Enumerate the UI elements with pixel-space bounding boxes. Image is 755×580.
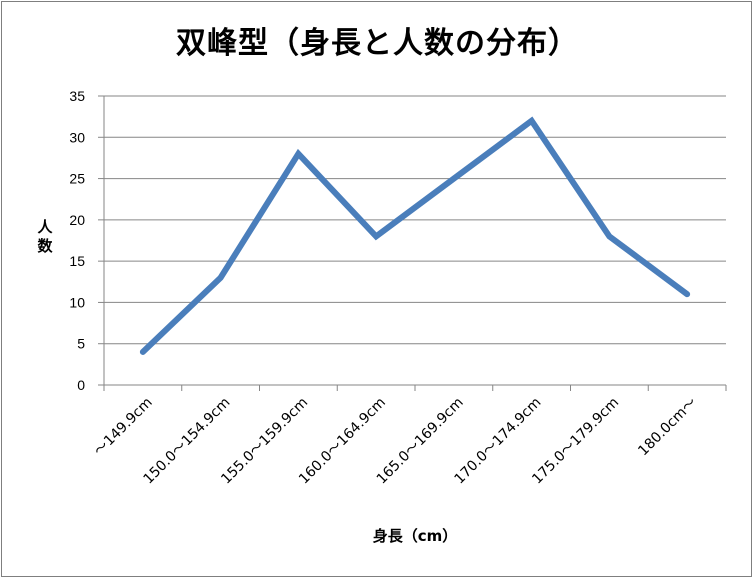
y-tick-labels: 0 5 10 15 20 25 30 35	[69, 88, 85, 393]
x-axis-label: 身長（cm）	[373, 527, 458, 545]
y-tick-label: 5	[77, 336, 85, 352]
y-tick-label: 30	[69, 129, 85, 145]
x-tick-label: 180.0cm～	[635, 395, 700, 460]
y-tick-label: 10	[69, 294, 85, 310]
data-point	[684, 291, 690, 297]
data-point	[295, 151, 301, 157]
data-point	[606, 233, 612, 239]
data-point	[373, 233, 379, 239]
y-tick-label: 15	[69, 253, 85, 269]
data-point	[451, 176, 457, 182]
y-axis-label: 人数	[37, 218, 53, 255]
y-tick-label: 25	[69, 171, 85, 187]
y-tick-label: 20	[69, 212, 85, 228]
chart-title: 双峰型（身長と人数の分布）	[176, 26, 579, 61]
series-line	[139, 116, 691, 355]
y-tick-label: 0	[77, 377, 85, 393]
y-tick-label: 35	[69, 88, 85, 104]
x-tick-label: ～149.9cm	[91, 395, 156, 460]
x-tick-label: 175.0～179.9cm	[529, 395, 622, 488]
x-tick-labels: ～149.9cm150.0～154.9cm155.0～159.9cm160.0～…	[91, 395, 700, 488]
data-point	[529, 118, 535, 124]
data-point	[218, 275, 224, 281]
series-group	[139, 116, 691, 355]
data-point	[140, 349, 146, 355]
gridlines	[98, 95, 727, 391]
